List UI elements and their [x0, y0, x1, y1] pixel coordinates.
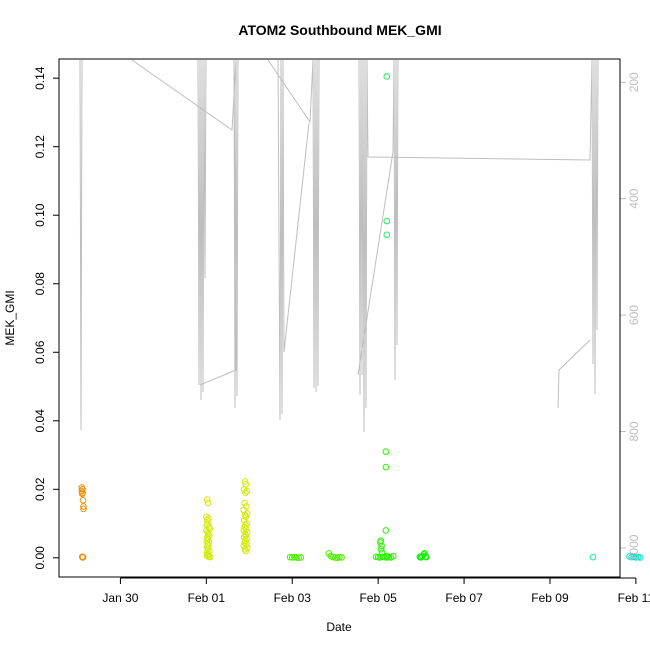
data-point	[80, 505, 87, 513]
data-point	[383, 552, 391, 560]
altitude-line	[357, 59, 399, 381]
x-tick-label: Feb 11	[618, 591, 650, 605]
x-tick-label: Feb 05	[359, 591, 397, 605]
data-point	[206, 553, 214, 561]
data-point	[80, 503, 87, 510]
data-point	[417, 554, 424, 561]
data-point	[79, 496, 87, 504]
data-point	[243, 487, 251, 495]
y-tick-label: 0.06	[33, 340, 47, 364]
data-point	[241, 499, 248, 507]
altitude-line	[367, 59, 599, 395]
data-point	[376, 554, 384, 561]
altitude-line	[197, 59, 207, 401]
data-point	[204, 499, 212, 507]
data-point	[338, 554, 345, 561]
altitude-line	[131, 59, 237, 131]
x-tick-label: Feb 01	[188, 591, 226, 605]
chart-title: ATOM2 Southbound MEK_GMI	[238, 22, 441, 38]
data-point	[389, 552, 397, 560]
data-point	[378, 542, 385, 550]
data-point	[79, 485, 86, 493]
data-point	[79, 489, 86, 497]
y-tick-label: 0.00	[33, 546, 47, 570]
data-point	[383, 231, 391, 239]
data-point	[242, 547, 250, 555]
data-point	[241, 478, 249, 485]
data-point	[422, 553, 429, 560]
data-point	[383, 217, 391, 225]
altitude-line	[199, 59, 239, 409]
y2-tick-label: 600	[627, 305, 641, 325]
altitude-line	[277, 59, 310, 421]
data-point	[242, 513, 250, 521]
y2-tick-label: 400	[627, 188, 641, 208]
data-point	[79, 553, 87, 561]
y-tick-label: 0.14	[33, 66, 47, 90]
y-tick-label: 0.02	[33, 477, 47, 501]
data-point	[589, 553, 597, 561]
axes: Jan 30 Feb 01 Feb 03 Feb 05 Feb 07 Feb 09 Feb …	[33, 66, 650, 605]
plot-frame	[58, 58, 621, 578]
altitude-line	[557, 339, 591, 409]
data-point	[297, 554, 305, 561]
data-point	[382, 448, 390, 455]
y2-tick-label: 200	[627, 72, 641, 92]
y-tick-label: 0.04	[33, 409, 47, 433]
y2-tick-label: 1000	[627, 534, 641, 561]
data-point	[241, 523, 248, 531]
data-point	[377, 545, 385, 553]
y-tick-label: 0.10	[33, 203, 47, 227]
x-axis-label: Date	[326, 620, 352, 634]
y-tick-label: 0.12	[33, 135, 47, 159]
x-tick-label: Jan 30	[102, 591, 138, 605]
altitude-line	[267, 59, 320, 393]
data-point	[242, 489, 249, 497]
data-point	[203, 527, 210, 534]
x-tick-label: Feb 07	[445, 591, 483, 605]
y-axis-label: MEK_GMI	[3, 290, 17, 345]
data-point	[203, 496, 211, 503]
data-point	[636, 554, 644, 561]
data-point	[241, 539, 248, 546]
data-points	[78, 73, 644, 562]
y2-tick-label: 800	[627, 421, 641, 441]
x-tick-label: Feb 09	[531, 591, 569, 605]
data-point	[382, 463, 390, 471]
data-point	[383, 73, 391, 80]
altitude-line	[79, 59, 83, 431]
x-tick-label: Feb 03	[274, 591, 312, 605]
altitude-profile-lines	[79, 59, 599, 433]
data-point	[382, 527, 390, 534]
y-tick-label: 0.08	[33, 272, 47, 296]
data-point	[421, 550, 428, 557]
altitude-line	[358, 59, 369, 433]
